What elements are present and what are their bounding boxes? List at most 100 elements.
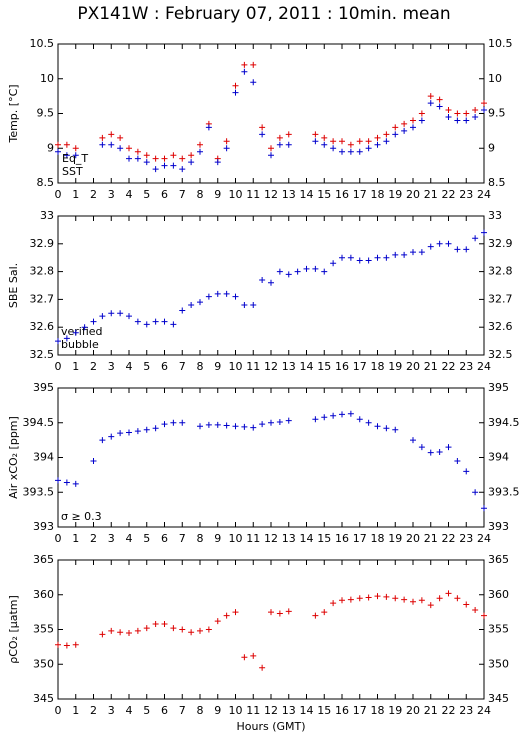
x-tick-label: 3 xyxy=(108,704,115,717)
data-point xyxy=(179,626,186,633)
data-point xyxy=(330,412,337,419)
x-tick-label: 21 xyxy=(424,704,438,717)
x-tick-label: 24 xyxy=(477,360,491,373)
data-point xyxy=(170,419,177,426)
data-point xyxy=(179,307,186,314)
data-point xyxy=(401,127,408,134)
data-point xyxy=(463,117,470,124)
data-point xyxy=(463,468,470,475)
x-tick-label: 1 xyxy=(72,360,79,373)
data-point xyxy=(427,602,434,609)
x-tick-label: 10 xyxy=(229,188,243,201)
data-point xyxy=(72,641,79,648)
data-point xyxy=(481,229,487,236)
data-point xyxy=(436,595,443,602)
data-point xyxy=(410,437,416,444)
data-point xyxy=(374,593,381,600)
data-point xyxy=(463,601,470,608)
x-tick-label: 22 xyxy=(442,360,456,373)
data-point xyxy=(374,141,381,148)
data-point xyxy=(356,595,363,602)
data-point xyxy=(134,318,141,325)
data-point xyxy=(170,162,177,169)
data-point xyxy=(365,594,372,601)
data-point xyxy=(347,141,354,148)
data-point xyxy=(321,268,328,275)
x-tick-label: 23 xyxy=(459,360,473,373)
x-tick-label: 0 xyxy=(55,704,62,717)
x-tick-label: 13 xyxy=(282,704,296,717)
x-tick-label: 13 xyxy=(282,360,296,373)
x-tick-label: 18 xyxy=(371,360,385,373)
x-tick-label: 5 xyxy=(143,532,150,545)
y-tick-label: 32.8 xyxy=(30,265,55,278)
data-point xyxy=(223,290,230,297)
y-tick-label: 393 xyxy=(33,520,54,533)
y-tick-label: 345 xyxy=(488,692,509,705)
data-point xyxy=(259,124,266,131)
data-point xyxy=(481,612,487,619)
data-point xyxy=(134,155,141,162)
x-tick-label: 4 xyxy=(126,704,133,717)
x-tick-label: 13 xyxy=(282,532,296,545)
data-point xyxy=(117,134,124,141)
data-point xyxy=(161,620,168,627)
y-tick-label: 10.5 xyxy=(488,37,513,50)
data-point xyxy=(250,424,257,431)
data-point xyxy=(339,138,345,145)
data-point xyxy=(365,257,372,264)
data-point xyxy=(410,598,416,605)
data-point xyxy=(72,329,79,336)
data-point xyxy=(454,595,461,602)
data-point xyxy=(427,93,434,100)
data-point xyxy=(241,301,248,308)
data-point xyxy=(392,124,399,131)
data-point xyxy=(170,152,177,159)
x-tick-label: 22 xyxy=(442,188,456,201)
x-tick-label: 18 xyxy=(371,188,385,201)
y-tick-label: 350 xyxy=(33,657,54,670)
x-tick-label: 18 xyxy=(371,704,385,717)
data-point xyxy=(197,627,203,634)
x-tick-label: 9 xyxy=(214,188,221,201)
x-tick-label: 17 xyxy=(353,532,367,545)
data-point xyxy=(276,610,283,617)
y-tick-label: 32.6 xyxy=(30,320,55,333)
x-tick-label: 24 xyxy=(477,188,491,201)
y-tick-label: 350 xyxy=(488,657,509,670)
data-point xyxy=(383,425,390,432)
y-tick-label: 9.5 xyxy=(37,107,55,120)
x-tick-label: 17 xyxy=(353,188,367,201)
y-tick-label: 9 xyxy=(488,141,495,154)
data-point xyxy=(55,477,61,484)
x-tick-label: 16 xyxy=(335,532,349,545)
y-tick-label: 10 xyxy=(40,72,54,85)
data-point xyxy=(374,134,381,141)
data-point xyxy=(339,148,345,155)
data-point xyxy=(90,318,97,325)
x-tick-label: 8 xyxy=(197,532,204,545)
data-point xyxy=(205,626,212,633)
data-point xyxy=(250,61,257,68)
data-point xyxy=(126,313,132,320)
data-point xyxy=(410,249,416,256)
data-point xyxy=(312,416,319,423)
annotation: bubble xyxy=(61,338,99,351)
data-point xyxy=(117,145,124,152)
data-point xyxy=(436,448,443,455)
data-point xyxy=(321,414,328,421)
y-tick-label: 33 xyxy=(40,209,54,222)
y-tick-label: 345 xyxy=(33,692,54,705)
data-point xyxy=(223,422,230,429)
data-point xyxy=(427,100,434,107)
x-tick-label: 1 xyxy=(72,188,79,201)
data-point xyxy=(410,117,416,124)
data-point xyxy=(126,429,132,436)
data-point xyxy=(152,166,159,173)
y-tick-label: 360 xyxy=(488,588,509,601)
data-point xyxy=(259,421,266,428)
data-point xyxy=(197,299,203,306)
data-point xyxy=(347,410,354,417)
x-tick-label: 21 xyxy=(424,188,438,201)
data-point xyxy=(445,240,452,247)
